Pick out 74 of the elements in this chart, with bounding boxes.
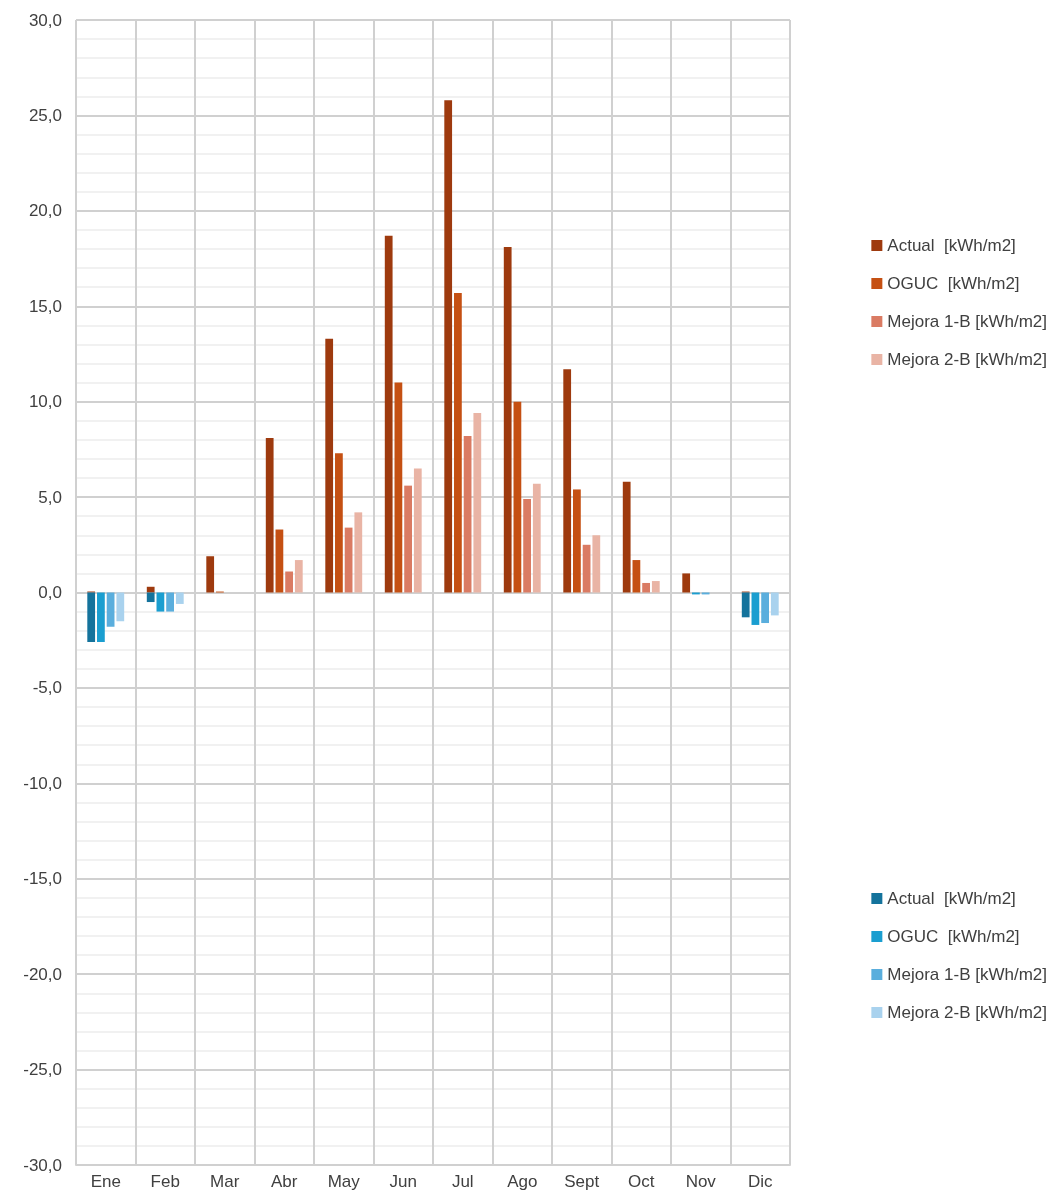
bar <box>532 483 541 593</box>
x-tick-label: Sept <box>564 1172 600 1191</box>
x-tick-label: Oct <box>628 1172 655 1191</box>
bar <box>473 413 482 593</box>
x-tick-label: Ago <box>507 1172 538 1191</box>
x-tick-label: Ene <box>90 1172 121 1191</box>
x-tick-label: Jul <box>451 1172 474 1191</box>
legend-label: Mejora 1-B [kWh/m2] <box>887 312 1048 331</box>
bar <box>582 544 591 593</box>
y-tick-label: 15,0 <box>28 296 62 316</box>
bar <box>206 556 215 593</box>
bar <box>642 582 650 593</box>
bar <box>166 592 174 612</box>
legend-label: OGUC [kWh/m2] <box>887 274 1020 293</box>
x-tick-label: Dic <box>747 1172 774 1191</box>
bar <box>513 401 522 593</box>
legend-label: OGUC [kWh/m2] <box>887 927 1020 946</box>
y-tick-label: 0,0 <box>38 583 62 602</box>
bar <box>463 436 472 593</box>
x-tick-label: Jun <box>389 1172 417 1191</box>
bar <box>454 292 462 593</box>
bar <box>354 512 363 593</box>
bar <box>651 581 660 593</box>
bar <box>523 498 531 593</box>
bar <box>294 560 303 593</box>
y-tick-label: 25,0 <box>28 105 62 125</box>
bar <box>761 592 769 624</box>
y-tick-label: 20,0 <box>28 201 62 221</box>
legend-label: Mejora 2-B [kWh/m2] <box>887 1003 1048 1022</box>
bar <box>741 592 750 618</box>
y-tick-label: -20,0 <box>23 964 62 984</box>
legend-label: Mejora 1-B [kWh/m2] <box>887 965 1048 984</box>
x-tick-label: May <box>327 1172 361 1191</box>
bar <box>335 453 343 593</box>
bar <box>116 592 125 622</box>
y-tick-label: 5,0 <box>38 487 62 507</box>
y-tick-label: -10,0 <box>23 773 62 793</box>
bar <box>573 489 581 593</box>
y-tick-label: 30,0 <box>28 10 62 30</box>
bar <box>413 468 422 593</box>
bar <box>770 592 779 616</box>
bar <box>97 592 105 643</box>
bar <box>285 571 293 593</box>
bar <box>146 586 155 593</box>
legend-label: Actual [kWh/m2] <box>887 889 1016 908</box>
x-tick-label: Feb <box>150 1172 180 1191</box>
bar <box>394 382 403 593</box>
x-tick-label: Abr <box>271 1172 298 1191</box>
legend-label: Actual [kWh/m2] <box>887 236 1016 255</box>
bar <box>503 247 512 593</box>
legend-label: Mejora 2-B [kWh/m2] <box>887 350 1048 369</box>
bar <box>384 235 393 593</box>
bar <box>344 527 353 593</box>
y-tick-label: -25,0 <box>23 1060 62 1080</box>
x-tick-label: Mar <box>210 1172 240 1191</box>
x-tick-label: Nov <box>685 1172 717 1191</box>
bar <box>265 437 274 593</box>
bar <box>622 481 631 593</box>
y-tick-label: -30,0 <box>23 1155 62 1175</box>
bar <box>146 592 155 603</box>
y-tick-label: -15,0 <box>23 869 62 889</box>
bar <box>563 369 572 593</box>
y-tick-label: -5,0 <box>32 678 62 698</box>
bar <box>325 338 334 593</box>
bar <box>632 560 641 593</box>
bar <box>275 529 284 593</box>
bar <box>682 573 691 593</box>
bar <box>156 592 165 612</box>
bar <box>404 485 412 593</box>
y-tick-label: 10,0 <box>28 392 62 412</box>
bar <box>87 592 96 643</box>
bar <box>444 100 453 593</box>
bar <box>175 592 184 604</box>
bar <box>592 535 601 593</box>
